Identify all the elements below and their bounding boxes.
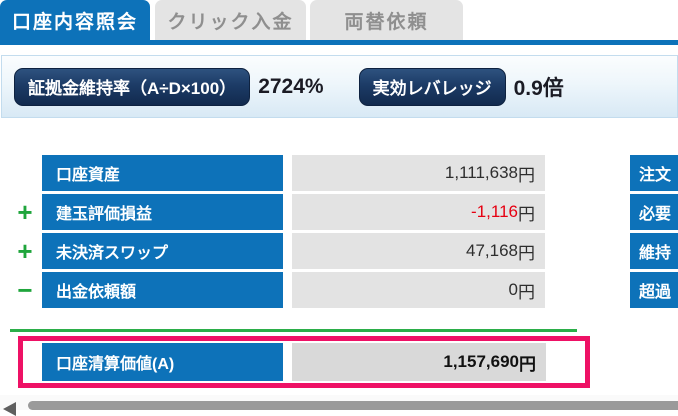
scrollbar-thumb[interactable]	[28, 401, 678, 410]
margin-ratio-value: 2724%	[258, 74, 324, 98]
unit: 円	[518, 243, 535, 263]
amount: -1,116	[471, 202, 518, 221]
row-operator-minus: −	[17, 275, 33, 305]
row-label-unrealized-pl: 建玉評価損益	[42, 194, 283, 230]
leverage-badge: 実効レバレッジ	[358, 67, 506, 106]
scroll-left-arrow-icon[interactable]	[3, 402, 16, 416]
right-row-label-excess: 超過	[630, 272, 678, 308]
tab-account-details-label: 口座内容照会	[11, 11, 138, 33]
unit: 円	[518, 282, 535, 302]
row-label-liquidation-value: 口座清算価値(A)	[42, 343, 283, 381]
horizontal-scrollbar	[0, 395, 678, 416]
unit: 円	[518, 165, 535, 185]
tab-currency-exchange-label: 両替依頼	[344, 11, 429, 33]
tab-quick-deposit[interactable]: クリック入金	[155, 0, 306, 40]
row-value-unrealized-pl: -1,116 円	[292, 194, 545, 230]
row-value-unsettled-swap: 47,168 円	[292, 233, 545, 269]
leverage-value: 0.9倍	[513, 76, 564, 100]
amount: 1,111,638	[444, 163, 518, 182]
right-row-label-order-margin: 注文	[630, 155, 678, 191]
row-operator-plus: +	[17, 197, 33, 227]
unit: 円	[519, 354, 536, 374]
tab-underline-bar	[0, 40, 678, 45]
unit: 円	[518, 204, 535, 224]
tab-quick-deposit-label: クリック入金	[167, 11, 294, 33]
amount: 47,168	[466, 241, 518, 260]
tab-account-details[interactable]: 口座内容照会	[0, 0, 150, 40]
row-operator	[10, 155, 40, 191]
amount: 1,157,690	[443, 352, 519, 371]
row-operator-plus: +	[17, 236, 33, 266]
row-value-liquidation-value: 1,157,690 円	[292, 343, 546, 381]
margin-ratio-badge: 証拠金維持率（A÷D×100）	[14, 67, 251, 106]
liquidation-value-highlight-box: 口座清算価値(A) 1,157,690 円	[18, 336, 590, 388]
amount: 0	[508, 280, 518, 299]
tab-currency-exchange[interactable]: 両替依頼	[310, 0, 463, 40]
right-row-label-maintenance-margin: 維持	[630, 233, 678, 269]
right-row-label-required-margin: 必要	[630, 194, 678, 230]
margin-summary-bar: 証拠金維持率（A÷D×100） 2724% 実効レバレッジ 0.9倍	[1, 55, 678, 118]
row-label-unsettled-swap: 未決済スワップ	[42, 233, 283, 269]
row-value-account-assets: 1,111,638 円	[292, 155, 545, 191]
row-label-withdrawal-request: 出金依頼額	[42, 272, 283, 308]
sum-divider-line	[10, 329, 577, 332]
row-label-account-assets: 口座資産	[42, 155, 283, 191]
